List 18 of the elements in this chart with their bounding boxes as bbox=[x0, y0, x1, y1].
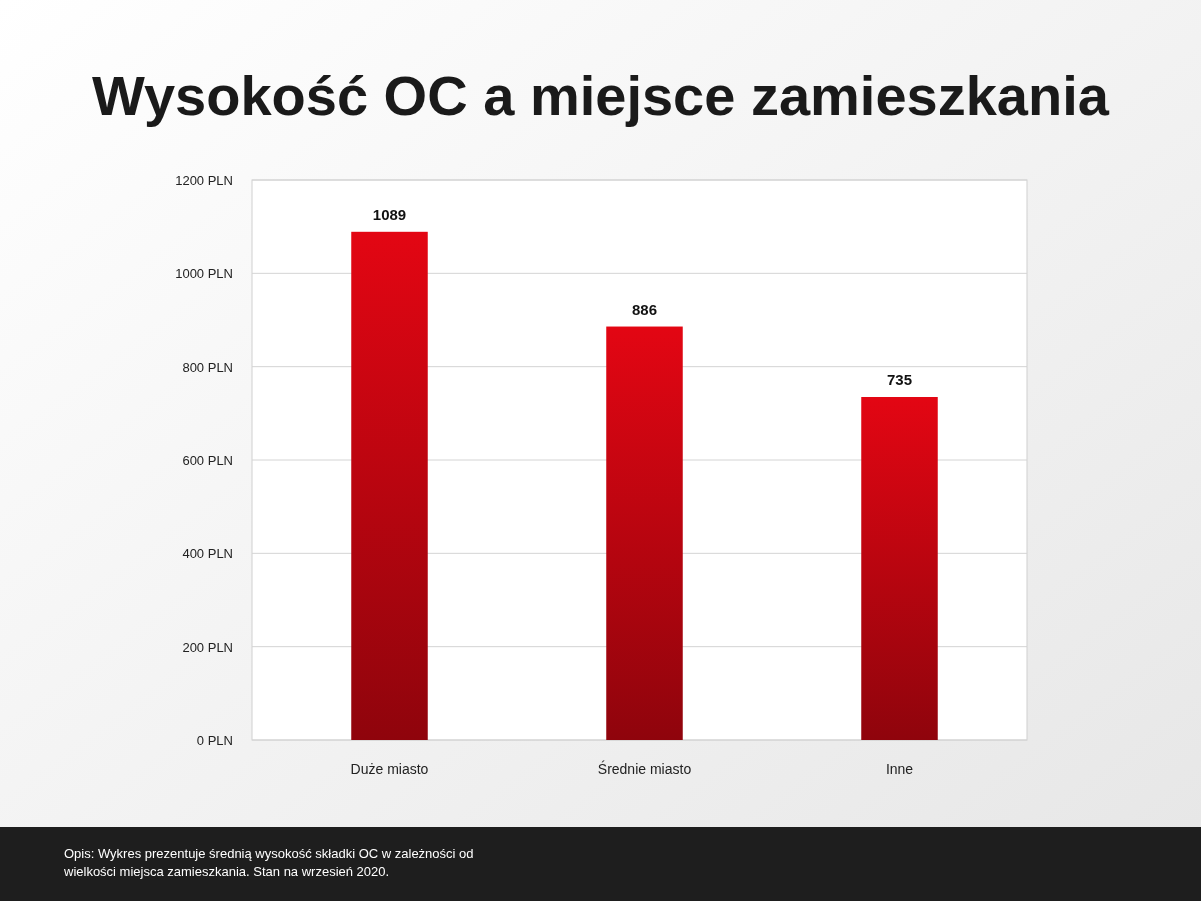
x-tick-label: Inne bbox=[885, 761, 914, 777]
y-tick-label: 800 PLN bbox=[182, 359, 233, 375]
x-tick-label: Średnie miasto bbox=[597, 760, 692, 777]
text: Opis: Wykres prezentuje średnią wysokość składki OC w zależności od wielkości miejsca zamieszkania. Stan na wrzesień 2020. bbox=[63, 846, 474, 879]
bar bbox=[606, 326, 683, 740]
data-label: 1089 bbox=[372, 205, 407, 223]
chart-title: Wysokość OC a miejsce zamieszkania bbox=[92, 64, 1110, 127]
y-tick-label: 0 PLN bbox=[196, 733, 233, 748]
y-tick-label: 1200 PLN bbox=[175, 173, 233, 188]
y-tick-label: 200 PLN bbox=[182, 639, 233, 655]
x-tick-label: Duże miasto bbox=[350, 761, 429, 777]
bar bbox=[351, 231, 428, 740]
bar bbox=[861, 397, 938, 740]
y-tick-label: 600 PLN bbox=[182, 453, 233, 468]
y-tick-label: 1000 PLN bbox=[175, 266, 233, 282]
data-label: 735 bbox=[886, 371, 913, 388]
data-label: 886 bbox=[631, 300, 658, 318]
y-tick-label: 400 PLN bbox=[182, 546, 233, 562]
